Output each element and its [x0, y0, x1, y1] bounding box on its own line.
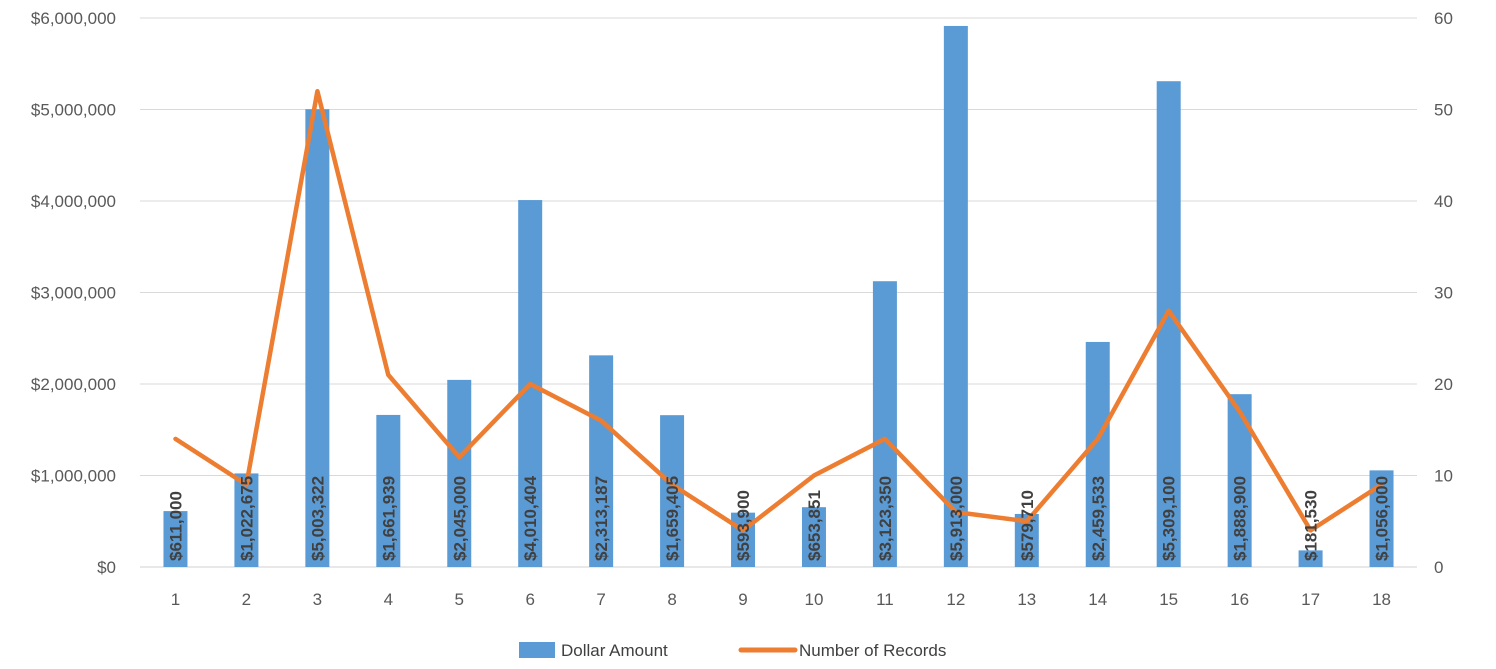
number-of-records-line: [173, 88, 1384, 533]
x-tick-label: 9: [738, 590, 747, 609]
data-label: $1,659,405: [663, 476, 682, 561]
legend-label-dollar-amount: Dollar Amount: [561, 641, 668, 660]
legend: Dollar Amount Number of Records: [519, 641, 946, 660]
x-tick-label: 15: [1159, 590, 1178, 609]
bar: [1085, 341, 1110, 567]
data-label: $1,022,675: [237, 476, 256, 561]
bar: [234, 473, 259, 567]
data-label: $593,900: [734, 490, 753, 561]
data-label: $4,010,404: [521, 475, 540, 561]
bar-data-labels: $611,000 $1,022,675 $5,003,322 $1,661,939 $2…: [166, 475, 1391, 561]
left-tick-label: $0: [97, 558, 116, 577]
right-tick-label: 40: [1434, 192, 1453, 211]
bar: [943, 25, 968, 567]
bar: [447, 379, 472, 567]
bar: [1298, 550, 1323, 567]
x-tick-label: 2: [242, 590, 251, 609]
x-tick-label: 13: [1017, 590, 1036, 609]
x-tick-label: 8: [667, 590, 676, 609]
x-tick-label: 11: [876, 590, 894, 609]
right-tick-label: 30: [1434, 284, 1453, 303]
data-label: $653,851: [805, 490, 824, 561]
x-axis-tick-labels: 1 2 3 4 5 6 7 8 9 10 11 12 13 14 15 16 17 18: [171, 590, 1391, 609]
bar: [589, 355, 614, 567]
right-tick-label: 10: [1434, 467, 1453, 486]
data-label: $2,459,533: [1089, 476, 1108, 561]
bar: [376, 414, 401, 567]
bar: [801, 507, 826, 567]
line-series: [173, 88, 1384, 533]
right-tick-label: 50: [1434, 101, 1453, 120]
x-tick-label: 17: [1301, 590, 1320, 609]
data-label: $611,000: [166, 491, 185, 561]
left-tick-label: $2,000,000: [31, 375, 116, 394]
legend-swatch-dollar-amount: [519, 642, 555, 658]
x-tick-label: 10: [805, 590, 824, 609]
right-tick-label: 20: [1434, 375, 1453, 394]
data-label: $1,056,000: [1373, 476, 1392, 561]
data-label: $3,123,350: [876, 476, 895, 561]
data-label: $5,309,100: [1160, 476, 1179, 561]
dollar-amount-bars: [163, 25, 1394, 567]
x-tick-label: 12: [946, 590, 965, 609]
x-tick-label: 6: [525, 590, 534, 609]
left-axis-tick-labels: $0 $1,000,000 $2,000,000 $3,000,000 $4,000,0…: [31, 9, 116, 577]
data-label: $1,661,939: [379, 476, 398, 561]
data-label: $2,045,000: [450, 476, 469, 561]
data-label: $1,888,900: [1231, 476, 1250, 561]
x-tick-label: 5: [455, 590, 464, 609]
bar: [163, 511, 188, 567]
left-tick-label: $4,000,000: [31, 192, 116, 211]
right-tick-label: 0: [1434, 558, 1443, 577]
data-label: $181,530: [1302, 490, 1321, 561]
legend-label-number-of-records: Number of Records: [799, 641, 946, 660]
bar: [305, 109, 330, 567]
x-tick-label: 16: [1230, 590, 1249, 609]
left-tick-label: $1,000,000: [31, 467, 116, 486]
right-tick-label: 60: [1434, 9, 1453, 28]
data-label: $579,710: [1018, 490, 1037, 561]
left-tick-label: $6,000,000: [31, 9, 116, 28]
left-tick-label: $3,000,000: [31, 284, 116, 303]
data-label: $2,313,187: [592, 476, 611, 561]
gridlines: [140, 17, 1417, 476]
x-tick-label: 4: [384, 590, 393, 609]
data-label: $5,003,322: [308, 476, 327, 561]
x-tick-label: 1: [171, 590, 180, 609]
x-tick-label: 7: [596, 590, 605, 609]
left-tick-label: $5,000,000: [31, 101, 116, 120]
bar: [872, 281, 897, 567]
data-label: $5,913,000: [947, 476, 966, 561]
x-tick-label: 3: [313, 590, 322, 609]
right-axis-tick-labels: 0 10 20 30 40 50 60: [1434, 9, 1453, 577]
x-tick-label: 14: [1088, 590, 1107, 609]
x-tick-label: 18: [1372, 590, 1391, 609]
